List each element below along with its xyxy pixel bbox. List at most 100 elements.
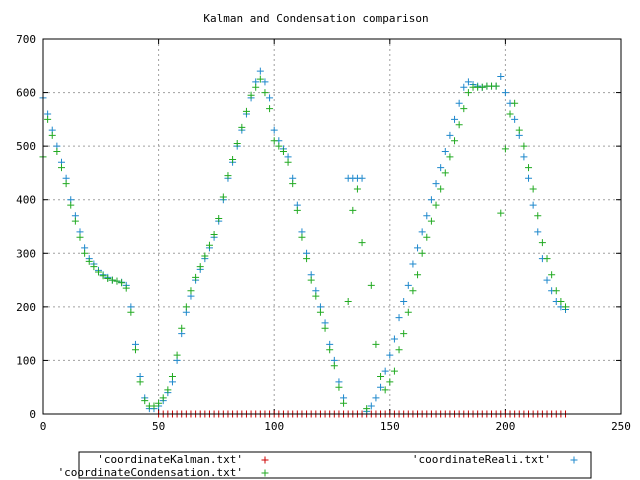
data-point: [409, 260, 417, 268]
data-point: [182, 303, 190, 311]
data-point: [192, 273, 200, 281]
data-point: [377, 383, 385, 391]
data-point: [395, 346, 403, 354]
y-tick-label: 400: [16, 194, 36, 207]
data-point: [525, 174, 533, 182]
data-point: [99, 272, 107, 280]
data-point: [377, 373, 385, 380]
data-point: [326, 346, 334, 354]
data-point: [141, 397, 149, 405]
data-point: [562, 303, 570, 311]
data-point: [178, 324, 186, 332]
data-point: [515, 126, 523, 134]
data-point: [534, 212, 542, 220]
data-point: [122, 284, 130, 292]
data-point: [118, 279, 126, 287]
data-point: [441, 169, 449, 177]
data-point: [252, 83, 260, 91]
data-point: [543, 276, 551, 284]
data-point: [446, 153, 454, 161]
data-point: [219, 193, 227, 201]
data-point: [451, 115, 459, 123]
data-point: [390, 367, 398, 375]
data-point: [44, 115, 52, 123]
y-tick-label: 300: [16, 247, 36, 260]
data-point: [363, 405, 371, 413]
y-tick-label: 0: [29, 408, 36, 421]
data-point: [478, 83, 486, 91]
data-point: [534, 228, 542, 236]
data-point: [390, 335, 398, 343]
data-point: [446, 131, 454, 139]
data-point: [455, 121, 463, 129]
y-tick-label: 700: [16, 33, 36, 46]
data-point: [71, 217, 79, 225]
data-point: [113, 277, 121, 285]
data-point: [164, 386, 172, 394]
data-point: [538, 239, 546, 247]
data-point: [520, 153, 528, 161]
data-point: [432, 180, 440, 188]
data-point: [552, 287, 560, 295]
legend-marker: [261, 469, 269, 477]
data-point: [284, 158, 292, 166]
data-point: [62, 180, 70, 188]
data-point: [497, 73, 505, 80]
data-point: [53, 148, 61, 155]
y-tick-label: 200: [16, 301, 36, 314]
data-point: [108, 276, 116, 284]
data-point: [48, 131, 56, 139]
grid: [43, 39, 621, 414]
series-2: [39, 75, 570, 413]
data-point: [210, 231, 218, 239]
data-point: [386, 351, 394, 359]
data-point: [386, 378, 394, 386]
data-point: [201, 252, 209, 260]
plot-frame: [42, 38, 622, 415]
data-point: [437, 185, 445, 193]
data-point: [330, 362, 338, 370]
data-point: [127, 308, 135, 316]
data-point: [289, 180, 297, 188]
legend-item: 'coordinateReali.txt': [412, 453, 578, 466]
data-point: [340, 399, 348, 407]
data-point: [90, 263, 98, 271]
data-point: [344, 298, 352, 305]
data-point: [187, 287, 195, 295]
data-point: [358, 239, 366, 247]
data-point: [247, 91, 255, 99]
data-point: [455, 99, 463, 107]
legend-item: 'coordinateCondensation.txt': [58, 466, 269, 479]
legend-item: 'coordinateKalman.txt': [97, 453, 269, 466]
data-point: [460, 83, 468, 91]
data-point: [381, 367, 389, 375]
data-point: [404, 281, 412, 289]
data-point: [76, 233, 84, 241]
data-point: [303, 255, 311, 263]
data-point: [460, 105, 468, 113]
data-point: [312, 292, 320, 300]
data-point: [293, 206, 301, 214]
data-point: [525, 164, 533, 172]
data-point: [543, 255, 551, 263]
data-point: [441, 148, 449, 155]
data-point: [501, 89, 509, 97]
data-point: [497, 209, 505, 217]
data-point: [321, 324, 329, 332]
data-point: [256, 75, 264, 83]
data-point: [279, 148, 287, 155]
data-point: [520, 142, 528, 150]
data-point: [173, 351, 181, 359]
y-tick-label: 600: [16, 87, 36, 100]
data-point: [159, 394, 167, 402]
data-point: [270, 126, 278, 134]
data-point: [451, 137, 459, 145]
data-point: [104, 274, 112, 282]
data-point: [437, 164, 445, 172]
data-point: [427, 217, 435, 225]
data-point: [464, 89, 472, 97]
data-points: [39, 67, 570, 418]
data-point: [423, 233, 431, 241]
data-point: [381, 386, 389, 394]
